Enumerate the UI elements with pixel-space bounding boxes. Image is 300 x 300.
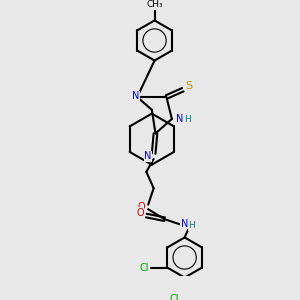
Text: H: H [189, 221, 195, 230]
Text: N: N [145, 151, 152, 161]
Text: N: N [176, 114, 184, 124]
Text: S: S [186, 81, 193, 91]
Text: O: O [136, 208, 144, 218]
Text: N: N [181, 219, 188, 229]
Text: N: N [132, 91, 139, 101]
Text: Cl: Cl [170, 293, 179, 300]
Text: H: H [184, 115, 191, 124]
Text: CH₃: CH₃ [146, 0, 163, 9]
Text: O: O [137, 202, 145, 212]
Text: Cl: Cl [140, 262, 149, 272]
